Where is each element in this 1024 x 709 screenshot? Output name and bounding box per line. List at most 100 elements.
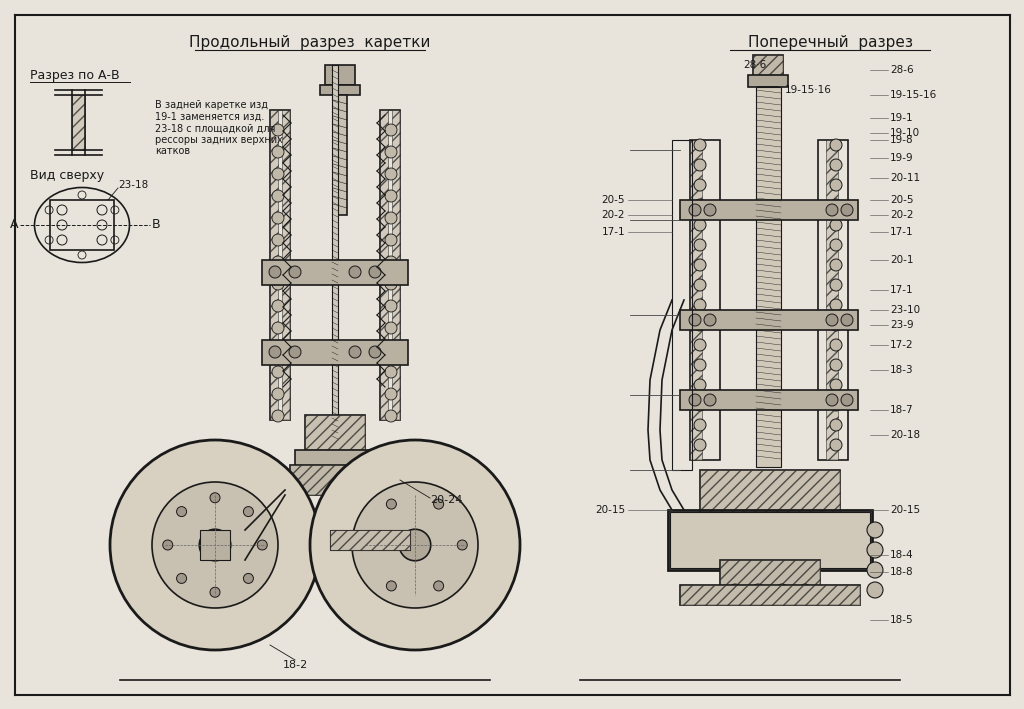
- Circle shape: [272, 410, 284, 422]
- Circle shape: [272, 366, 284, 378]
- Bar: [700, 470, 840, 520]
- Text: 20-15: 20-15: [890, 505, 921, 515]
- Circle shape: [694, 239, 706, 251]
- Circle shape: [110, 440, 319, 650]
- Circle shape: [433, 581, 443, 591]
- Text: 17-2: 17-2: [890, 340, 913, 350]
- Text: 23-9: 23-9: [890, 320, 913, 330]
- Bar: [50, 200, 114, 250]
- Circle shape: [399, 529, 431, 561]
- Circle shape: [830, 219, 842, 231]
- Circle shape: [830, 259, 842, 271]
- Text: 19-10: 19-10: [890, 128, 921, 138]
- Text: Разрез по А-В: Разрез по А-В: [30, 69, 120, 82]
- Circle shape: [705, 314, 716, 326]
- Circle shape: [867, 562, 883, 578]
- Circle shape: [269, 266, 281, 278]
- Circle shape: [385, 388, 397, 400]
- Bar: [700, 470, 840, 520]
- Circle shape: [272, 278, 284, 290]
- Bar: [392, 110, 400, 420]
- Bar: [680, 200, 858, 220]
- Circle shape: [799, 584, 811, 596]
- Bar: [332, 65, 338, 445]
- Circle shape: [272, 212, 284, 224]
- Circle shape: [689, 394, 701, 406]
- Bar: [305, 415, 365, 450]
- Bar: [748, 75, 788, 87]
- Circle shape: [841, 394, 853, 406]
- Circle shape: [289, 346, 301, 358]
- Bar: [330, 530, 410, 550]
- Circle shape: [867, 582, 883, 598]
- Bar: [305, 415, 365, 450]
- Circle shape: [386, 499, 396, 509]
- Circle shape: [826, 314, 838, 326]
- Bar: [262, 340, 408, 365]
- Circle shape: [689, 204, 701, 216]
- Text: 17-1: 17-1: [601, 227, 625, 237]
- Circle shape: [289, 266, 301, 278]
- Circle shape: [176, 507, 186, 517]
- Text: 23-18: 23-18: [118, 180, 148, 190]
- Circle shape: [830, 359, 842, 371]
- Text: 28-6: 28-6: [890, 65, 913, 75]
- Text: 20-2: 20-2: [890, 210, 913, 220]
- Text: 18-7: 18-7: [890, 405, 913, 415]
- Circle shape: [349, 266, 361, 278]
- Bar: [680, 585, 860, 605]
- Bar: [333, 95, 347, 215]
- Bar: [282, 110, 290, 420]
- Bar: [818, 140, 848, 460]
- Bar: [720, 560, 820, 590]
- Circle shape: [210, 587, 220, 597]
- Bar: [690, 140, 720, 460]
- Circle shape: [385, 234, 397, 246]
- Bar: [720, 560, 820, 590]
- Bar: [200, 530, 230, 560]
- Circle shape: [369, 266, 381, 278]
- Circle shape: [385, 366, 397, 378]
- Bar: [668, 510, 872, 570]
- Bar: [72, 95, 85, 150]
- Circle shape: [689, 314, 701, 326]
- Text: 18-8: 18-8: [890, 567, 913, 577]
- Text: 18-2: 18-2: [283, 660, 307, 670]
- Bar: [270, 110, 290, 420]
- Circle shape: [385, 278, 397, 290]
- Circle shape: [826, 204, 838, 216]
- Circle shape: [352, 482, 478, 608]
- Circle shape: [385, 190, 397, 202]
- Circle shape: [272, 322, 284, 334]
- Circle shape: [385, 146, 397, 158]
- Text: 18-5: 18-5: [890, 615, 913, 625]
- Circle shape: [830, 439, 842, 451]
- Text: 20-5: 20-5: [890, 195, 913, 205]
- Text: 19-1: 19-1: [890, 113, 913, 123]
- Bar: [753, 55, 783, 75]
- Text: 20-18: 20-18: [890, 430, 921, 440]
- Bar: [680, 585, 860, 605]
- Circle shape: [830, 159, 842, 171]
- Circle shape: [830, 319, 842, 331]
- Circle shape: [272, 168, 284, 180]
- Circle shape: [694, 199, 706, 211]
- Text: 20-11: 20-11: [890, 173, 921, 183]
- Bar: [270, 110, 278, 420]
- Text: 20-2: 20-2: [601, 210, 625, 220]
- Circle shape: [385, 300, 397, 312]
- Circle shape: [867, 522, 883, 538]
- Circle shape: [826, 394, 838, 406]
- Circle shape: [272, 300, 284, 312]
- Bar: [380, 110, 388, 420]
- Circle shape: [694, 439, 706, 451]
- Text: 17-1: 17-1: [890, 227, 913, 237]
- Circle shape: [694, 419, 706, 431]
- Text: 28·6: 28·6: [743, 60, 767, 70]
- Circle shape: [694, 379, 706, 391]
- Circle shape: [244, 507, 253, 517]
- Circle shape: [694, 399, 706, 411]
- Bar: [290, 465, 380, 495]
- Text: 20-5: 20-5: [601, 195, 625, 205]
- Bar: [670, 512, 870, 568]
